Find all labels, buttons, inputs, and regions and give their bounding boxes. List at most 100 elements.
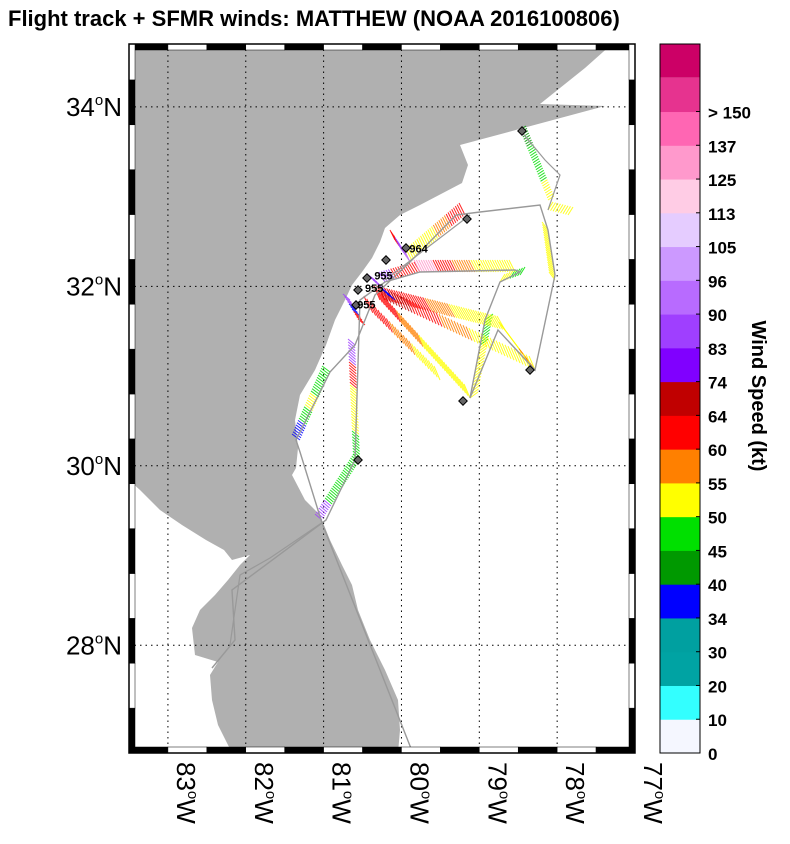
wind-barb xyxy=(429,347,437,362)
colorbar-tick-label: 34 xyxy=(708,610,727,629)
wind-barb xyxy=(351,421,359,429)
wind-barb xyxy=(332,485,341,493)
frame-segment xyxy=(128,304,136,350)
wind-barb xyxy=(455,305,465,321)
wind-barb xyxy=(565,206,571,215)
wind-barb xyxy=(408,263,416,274)
wind-barb xyxy=(440,218,448,231)
map-border xyxy=(128,43,636,754)
wind-barb xyxy=(543,186,551,192)
colorbar-tick-label: 30 xyxy=(708,644,727,663)
wind-barb xyxy=(388,321,396,336)
wind-barb xyxy=(347,338,356,346)
wind-barb xyxy=(447,366,455,382)
frame-segment xyxy=(323,43,363,51)
wind-barb xyxy=(423,259,430,273)
wind-barb xyxy=(486,313,496,328)
colorbar-swatch xyxy=(660,584,700,619)
wind-barb xyxy=(496,315,506,331)
wind-barb xyxy=(296,422,306,430)
wind-barb xyxy=(463,259,471,273)
frame-segment xyxy=(206,43,247,51)
wind-barb xyxy=(392,267,400,279)
colorbar-tick-label: 137 xyxy=(708,137,736,156)
wind-barb xyxy=(476,354,486,361)
wind-barb xyxy=(344,296,352,303)
wind-barb xyxy=(467,308,477,324)
wind-barb xyxy=(541,224,549,233)
colorbar-swatch xyxy=(660,347,700,383)
colorbar-swatch-top xyxy=(660,44,700,78)
wind-barb xyxy=(351,419,359,426)
dropsonde-markers xyxy=(351,126,535,465)
frame-segment xyxy=(479,746,519,754)
wind-barb xyxy=(323,499,332,507)
latitude-labels: 34oN 32oN 30oN 28oN xyxy=(66,92,122,660)
wind-barb xyxy=(450,304,460,319)
wind-barb xyxy=(314,381,324,389)
wind-barb xyxy=(504,344,512,359)
wind-barb xyxy=(405,298,413,313)
wind-barb xyxy=(349,373,357,380)
dropsonde-marker xyxy=(353,285,363,295)
wind-barb xyxy=(348,367,357,375)
wind-barb xyxy=(544,244,552,253)
wind-barb xyxy=(458,202,466,216)
wind-barb xyxy=(510,347,518,362)
wind-barb xyxy=(436,300,446,316)
colorbar-swatch xyxy=(660,719,700,754)
wind-barb xyxy=(423,306,431,322)
wind-barb xyxy=(528,355,536,371)
wind-barb xyxy=(454,374,462,389)
lon-label-78: 78oW xyxy=(560,762,590,824)
wind-barb xyxy=(345,298,354,306)
wind-barb xyxy=(483,334,491,350)
wind-barb xyxy=(369,301,377,316)
wind-barb xyxy=(450,369,457,384)
wind-barb xyxy=(468,327,476,343)
wind-barb xyxy=(411,262,419,273)
colorbar-swatch xyxy=(660,381,700,416)
wind-barb xyxy=(406,263,414,275)
wind-barb xyxy=(321,503,329,511)
frame-segment xyxy=(628,573,636,619)
wind-barb xyxy=(412,241,420,255)
wind-barb xyxy=(463,383,471,399)
wind-barb xyxy=(366,298,374,313)
wind-barb xyxy=(442,259,449,273)
colorbar-swatch xyxy=(660,280,700,315)
frame-segment xyxy=(245,43,285,51)
wind-barb xyxy=(397,329,405,344)
colorbar-tick-label: 125 xyxy=(708,171,736,190)
colorbar-swatch xyxy=(660,550,700,585)
frame-segment xyxy=(628,348,636,395)
wind-barb xyxy=(443,215,451,228)
wind-barb xyxy=(389,302,397,318)
wind-barb xyxy=(348,303,357,311)
wind-barb xyxy=(462,325,470,340)
wind-barb xyxy=(431,299,441,315)
colorbar-tick-label: 55 xyxy=(708,475,727,494)
wind-barb xyxy=(301,410,311,418)
wind-barb xyxy=(528,146,535,152)
wind-barb xyxy=(477,351,487,358)
wind-barb xyxy=(537,169,545,175)
wind-barb xyxy=(349,390,358,398)
wind-barb xyxy=(407,322,415,337)
colorbar-tick-label: 105 xyxy=(708,239,736,258)
wind-barb xyxy=(407,293,417,309)
wind-barb xyxy=(456,259,464,273)
wind-barb xyxy=(416,349,424,364)
colorbar-swatch xyxy=(660,516,700,551)
wind-barb xyxy=(324,497,333,505)
wind-barb xyxy=(449,259,457,273)
wind-barb xyxy=(405,292,415,308)
frame-segment xyxy=(440,43,480,51)
wind-barb xyxy=(429,309,437,324)
lat-label-30: 30oN xyxy=(66,451,122,481)
dropsonde-marker xyxy=(351,300,361,310)
wind-barb xyxy=(543,183,550,189)
colorbar-tick-label: 0 xyxy=(708,745,717,764)
colorbar-border xyxy=(659,43,701,754)
dropsonde-marker xyxy=(381,255,391,265)
